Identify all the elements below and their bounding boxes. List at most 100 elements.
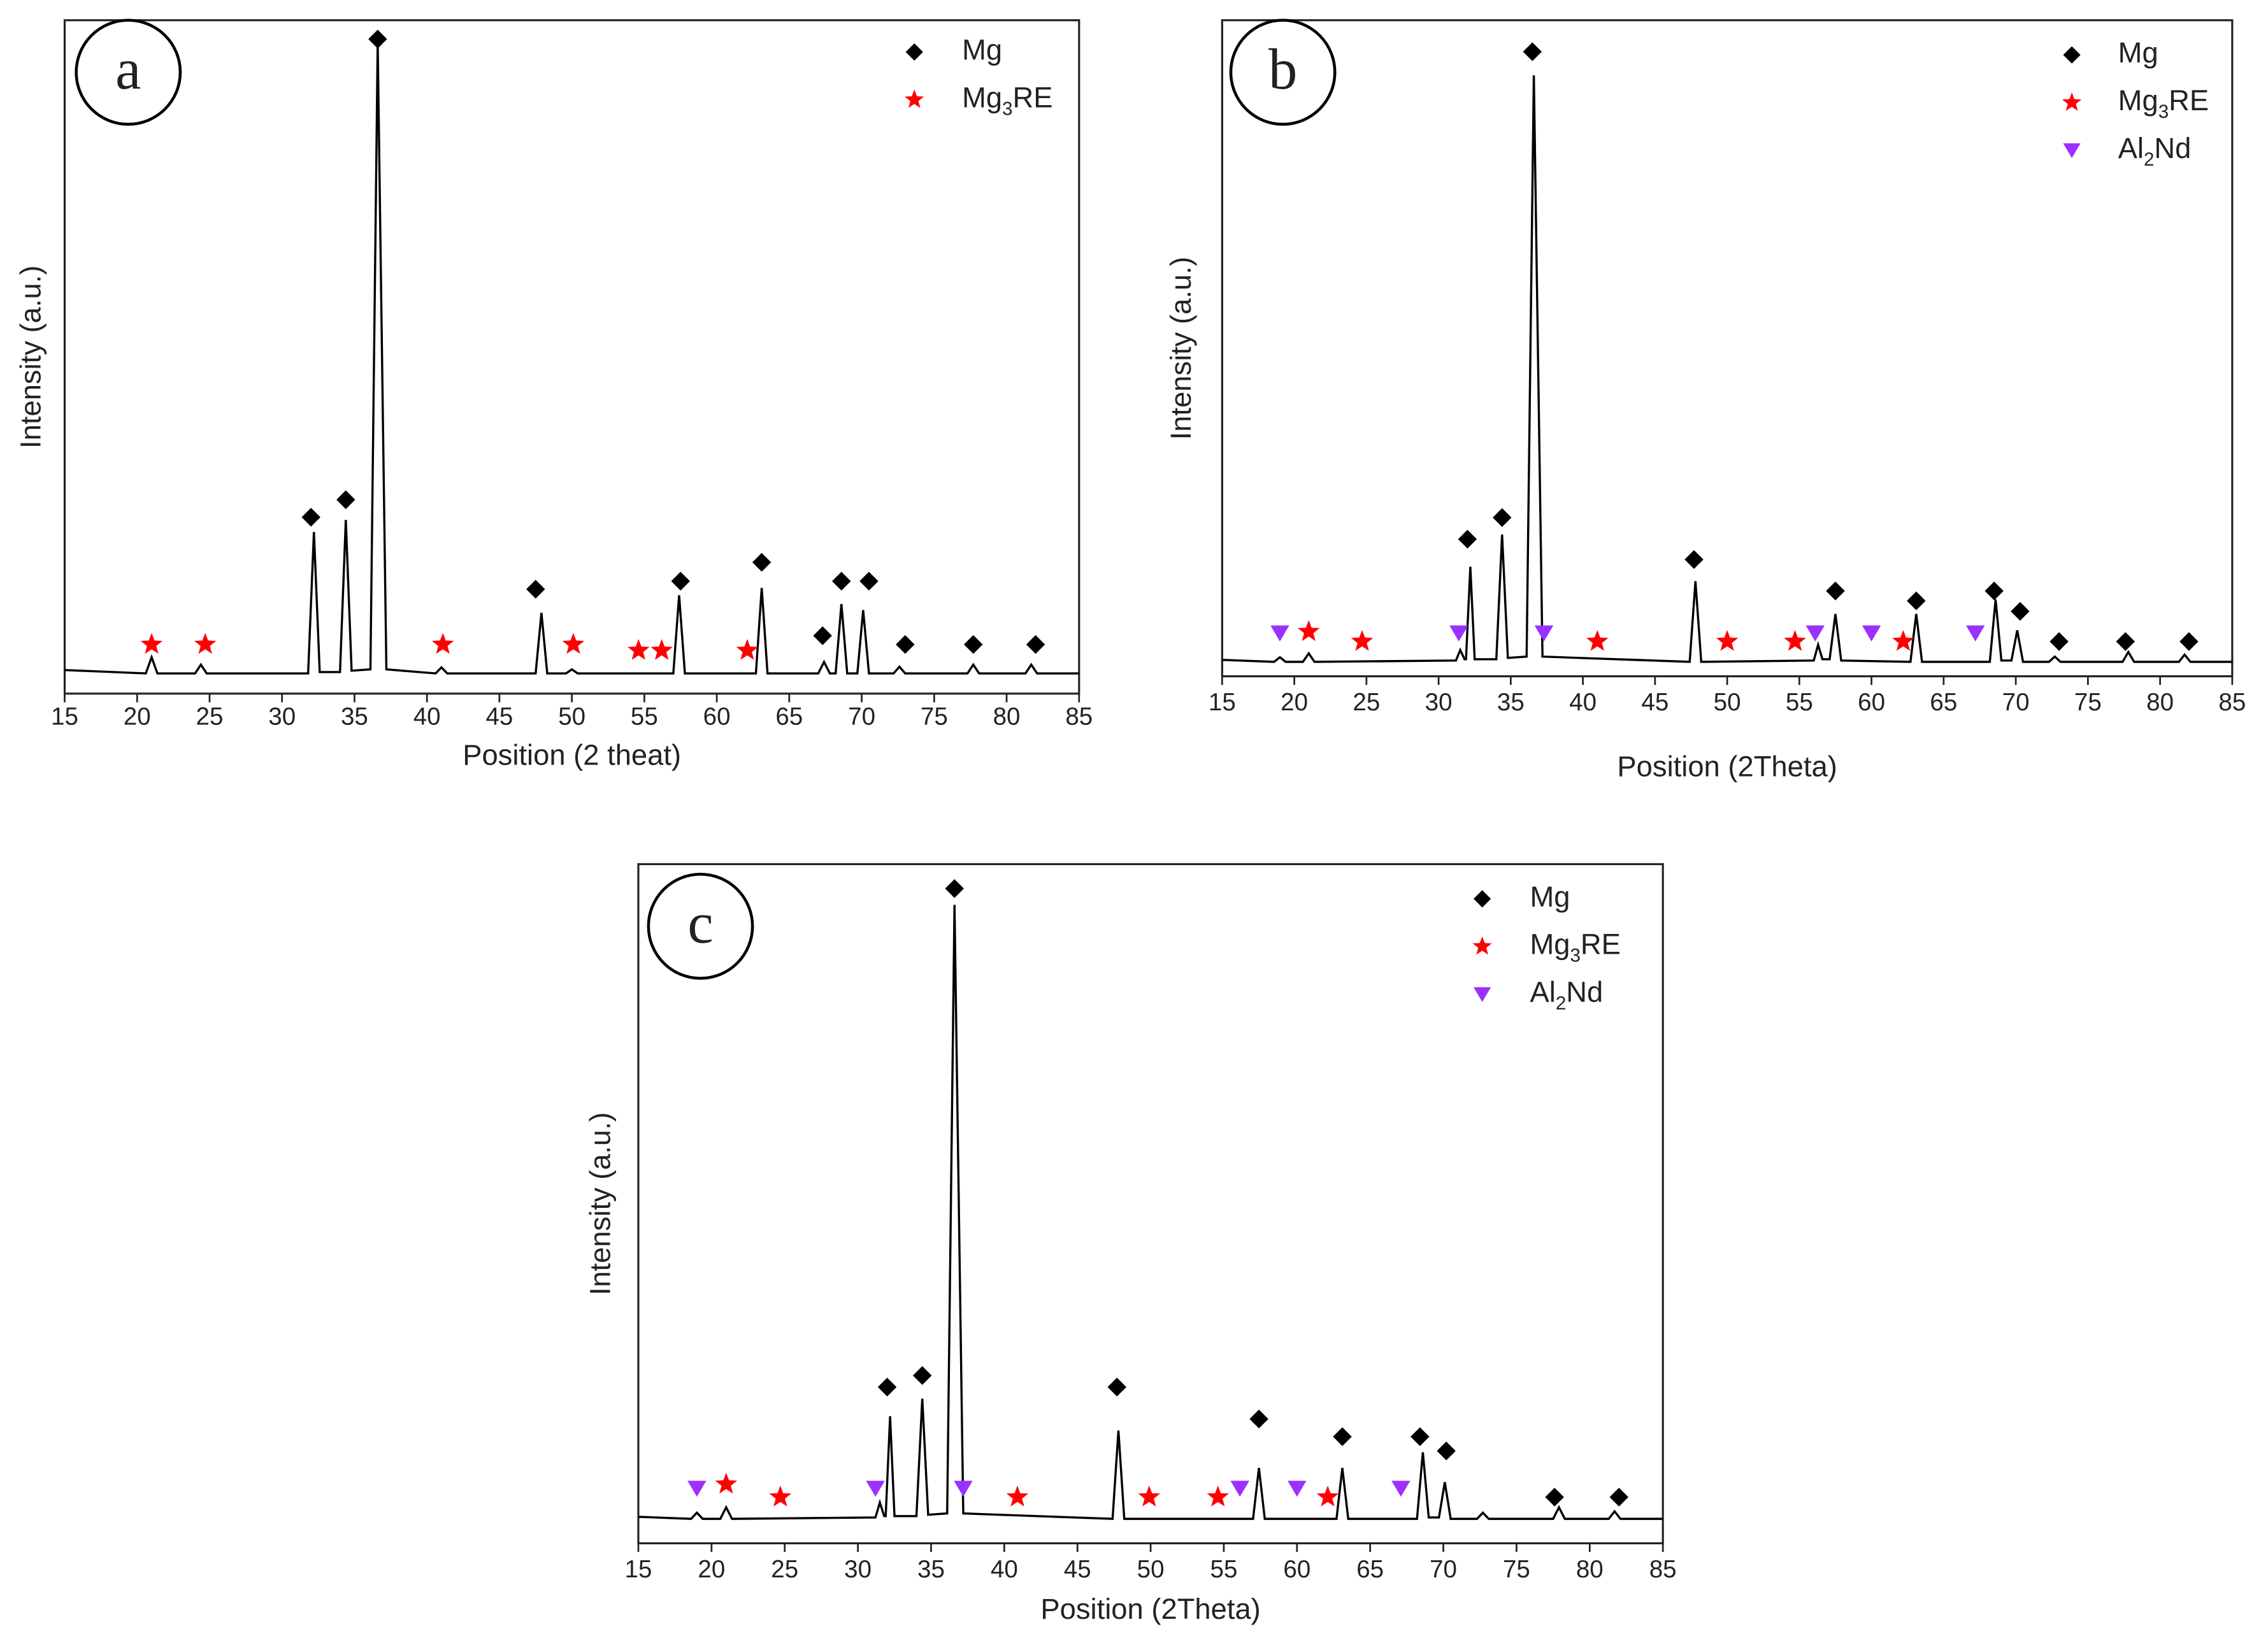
panel-label: b bbox=[1268, 37, 1297, 101]
x-tick-label: 85 bbox=[2218, 689, 2246, 716]
x-tick-label: 85 bbox=[1065, 703, 1093, 731]
plot-frame bbox=[637, 863, 1664, 1545]
phase-marker bbox=[813, 626, 832, 645]
x-tick-label: 70 bbox=[1430, 1556, 1457, 1583]
phase-marker bbox=[1805, 625, 1825, 642]
xrd-curve bbox=[638, 905, 1663, 1520]
legend-marker bbox=[905, 89, 924, 108]
phase-marker bbox=[1006, 1485, 1029, 1507]
phase-marker bbox=[832, 571, 851, 591]
x-tick-label: 80 bbox=[993, 703, 1021, 731]
phase-marker bbox=[1333, 1427, 1352, 1446]
phase-marker bbox=[1391, 1481, 1410, 1497]
plot-frame bbox=[1221, 19, 2234, 678]
legend-marker bbox=[905, 43, 923, 61]
x-tick-label: 65 bbox=[1930, 689, 1957, 716]
phase-marker bbox=[1410, 1427, 1430, 1446]
xrd-curve bbox=[1222, 75, 2232, 663]
phase-marker bbox=[650, 638, 673, 660]
phase-marker bbox=[368, 29, 387, 49]
phase-marker bbox=[954, 1481, 973, 1497]
phase-marker bbox=[1609, 1488, 1629, 1507]
phase-marker bbox=[736, 638, 759, 660]
panel-label-circle bbox=[647, 873, 754, 980]
x-tick-label: 50 bbox=[1137, 1556, 1165, 1583]
y-axis-label: Intensity (a.u.) bbox=[1165, 257, 1197, 440]
x-tick-label: 30 bbox=[844, 1556, 872, 1583]
phase-marker bbox=[1107, 1377, 1126, 1397]
x-tick-label: 35 bbox=[1497, 689, 1525, 716]
x-tick-label: 70 bbox=[848, 703, 875, 731]
phase-marker bbox=[1965, 625, 1985, 642]
phase-marker bbox=[671, 571, 690, 591]
phase-marker bbox=[1288, 1481, 1307, 1497]
phase-marker bbox=[526, 580, 545, 599]
x-tick-label: 30 bbox=[1425, 689, 1453, 716]
x-tick-label: 60 bbox=[1858, 689, 1885, 716]
x-tick-label: 85 bbox=[1649, 1556, 1677, 1583]
legend-label: Mg bbox=[962, 34, 1002, 66]
legend-marker bbox=[1474, 987, 1491, 1002]
x-axis-label: Position (2 theat) bbox=[463, 739, 681, 771]
x-tick-label: 20 bbox=[1281, 689, 1308, 716]
x-tick-label: 40 bbox=[413, 703, 441, 731]
phase-marker bbox=[912, 1366, 932, 1385]
legend-marker bbox=[1472, 936, 1492, 955]
x-tick-label: 40 bbox=[991, 1556, 1018, 1583]
x-tick-label: 75 bbox=[921, 703, 948, 731]
phase-marker bbox=[1862, 625, 1881, 642]
phase-marker bbox=[1586, 629, 1609, 651]
x-tick-label: 45 bbox=[1064, 1556, 1091, 1583]
panel-label: a bbox=[115, 37, 141, 101]
x-tick-label: 50 bbox=[1714, 689, 1741, 716]
x-tick-label: 65 bbox=[1356, 1556, 1384, 1583]
y-axis-label: Intensity (a.u.) bbox=[15, 266, 47, 448]
x-tick-label: 60 bbox=[703, 703, 731, 731]
legend-marker bbox=[2062, 92, 2082, 111]
phase-marker bbox=[1684, 550, 1704, 569]
y-axis-label: Intensity (a.u.) bbox=[584, 1112, 616, 1295]
legend-label: Mg bbox=[2118, 36, 2158, 69]
x-tick-label: 15 bbox=[1209, 689, 1236, 716]
phase-marker bbox=[866, 1481, 885, 1497]
phase-marker bbox=[1207, 1485, 1230, 1507]
phase-marker bbox=[1138, 1485, 1161, 1507]
phase-marker bbox=[964, 635, 983, 654]
x-tick-label: 25 bbox=[771, 1556, 798, 1583]
phase-marker bbox=[687, 1481, 707, 1497]
phase-marker bbox=[194, 633, 217, 654]
legend-marker bbox=[2063, 143, 2081, 159]
phase-marker bbox=[301, 508, 320, 527]
phase-marker bbox=[2011, 601, 2030, 621]
x-tick-label: 35 bbox=[341, 703, 368, 731]
x-tick-label: 15 bbox=[51, 703, 78, 731]
phase-marker bbox=[1026, 635, 1045, 654]
x-tick-label: 35 bbox=[917, 1556, 945, 1583]
phase-marker bbox=[896, 635, 915, 654]
phase-marker bbox=[1545, 1488, 1564, 1507]
phase-marker bbox=[1493, 508, 1512, 527]
phase-marker bbox=[769, 1485, 792, 1507]
phase-marker bbox=[1230, 1481, 1249, 1497]
legend-label: Mg3RE bbox=[1530, 928, 1621, 966]
phase-marker bbox=[431, 633, 454, 654]
panel-label: c bbox=[687, 891, 713, 955]
x-tick-label: 80 bbox=[1576, 1556, 1604, 1583]
x-tick-label: 30 bbox=[268, 703, 296, 731]
x-tick-label: 55 bbox=[1786, 689, 1813, 716]
phase-marker bbox=[1892, 629, 1914, 651]
x-tick-label: 45 bbox=[485, 703, 513, 731]
phase-marker bbox=[1523, 42, 1542, 61]
x-tick-label: 55 bbox=[631, 703, 658, 731]
legend-label: Mg3RE bbox=[2118, 84, 2209, 122]
phase-marker bbox=[1907, 591, 1926, 610]
legend-label: Al2Nd bbox=[2118, 132, 2192, 170]
phase-marker bbox=[859, 571, 879, 591]
phase-marker bbox=[1437, 1441, 1456, 1461]
x-tick-label: 60 bbox=[1283, 1556, 1310, 1583]
phase-marker bbox=[1784, 629, 1806, 651]
x-axis-label: Position (2Theta) bbox=[1617, 750, 1837, 783]
xrd-curve bbox=[64, 43, 1079, 675]
